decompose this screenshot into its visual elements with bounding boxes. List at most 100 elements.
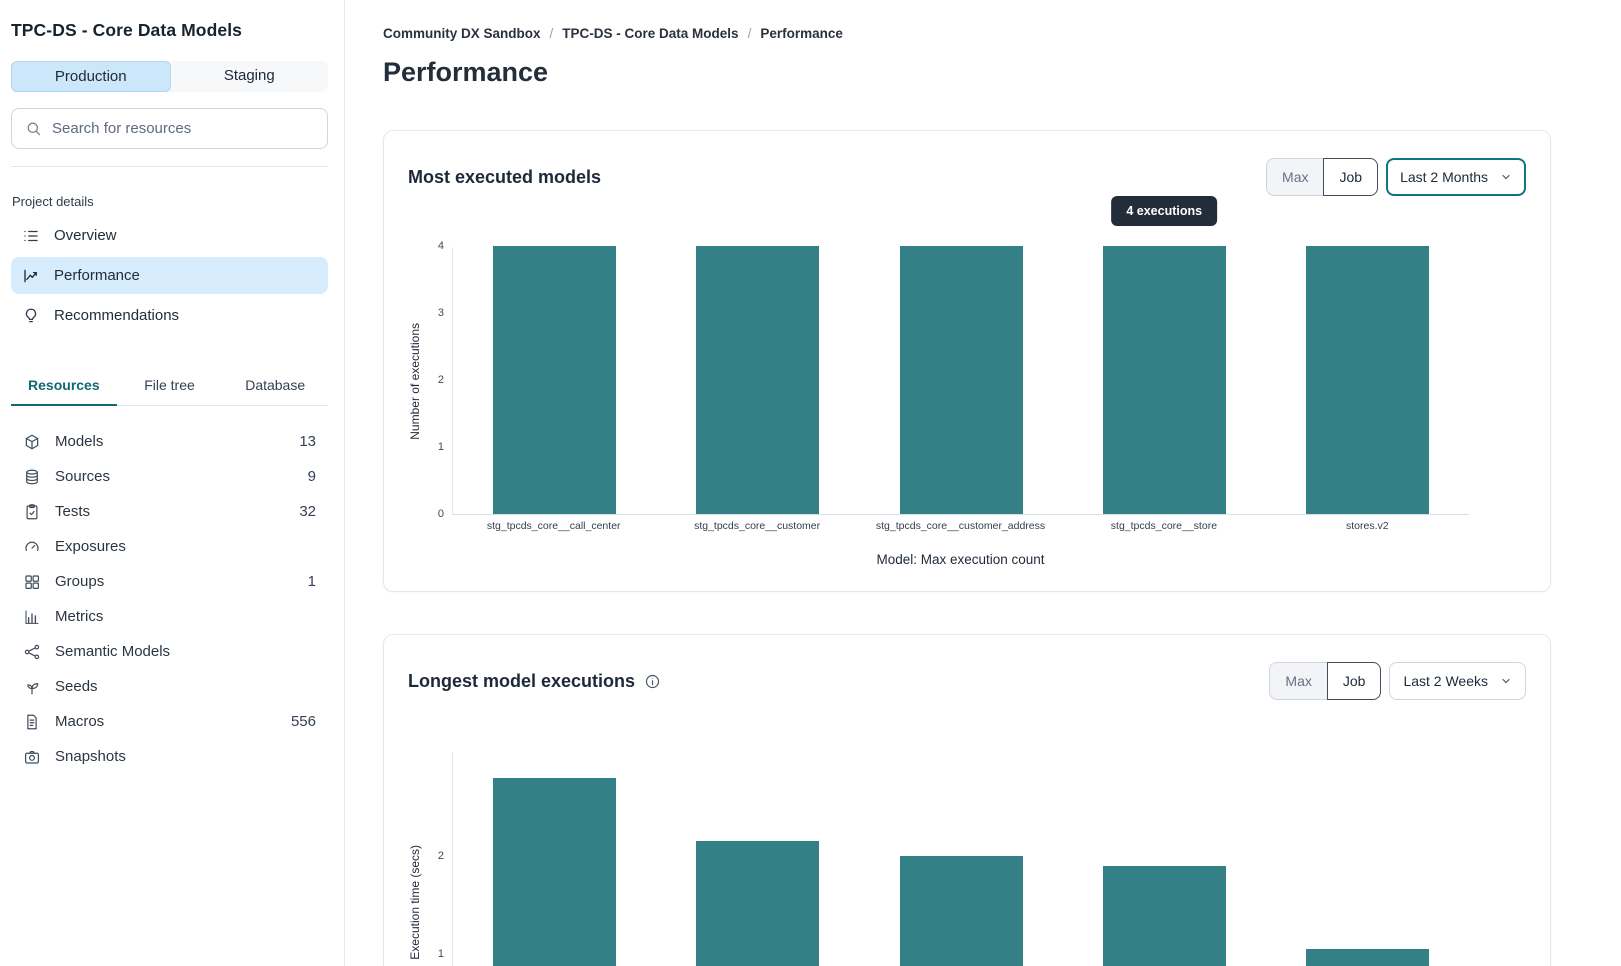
list-icon: [22, 227, 40, 245]
resource-count: 13: [299, 433, 316, 450]
info-icon[interactable]: [644, 673, 661, 690]
bar[interactable]: [899, 246, 1023, 514]
resource-list: Models 13 Sources 9 Tests 32 Exposures G…: [0, 424, 344, 774]
y-tick-label: 1: [437, 948, 444, 960]
resource-label: Metrics: [55, 608, 104, 625]
bar[interactable]: [1305, 949, 1429, 966]
bar-slot: [453, 752, 656, 966]
breadcrumb-account-link[interactable]: Community DX Sandbox: [383, 26, 541, 41]
bar[interactable]: [493, 246, 617, 514]
bar[interactable]: [1305, 246, 1429, 514]
resource-item-seeds[interactable]: Seeds: [11, 669, 328, 704]
cube-icon: [23, 433, 41, 451]
resource-item-exposures[interactable]: Exposures: [11, 529, 328, 564]
aggregate-toggle: Max Job: [1266, 158, 1379, 196]
x-category-label: stg_tpcds_core__customer: [694, 520, 821, 532]
bar[interactable]: [1102, 865, 1226, 966]
max-toggle-button[interactable]: Max: [1266, 158, 1324, 196]
time-range-select[interactable]: Last 2 Weeks: [1389, 662, 1526, 700]
chart-controls: Max Job Last 2 Weeks: [1269, 662, 1526, 700]
time-range-value: Last 2 Months: [1400, 169, 1488, 185]
breadcrumb-separator: /: [747, 26, 752, 41]
breadcrumb-project-link[interactable]: TPC-DS - Core Data Models: [562, 26, 739, 41]
y-axis-label: Execution time (secs): [408, 844, 422, 960]
sidebar-item-performance[interactable]: Performance: [11, 257, 328, 294]
job-toggle-button[interactable]: Job: [1326, 662, 1382, 700]
trend-chart-icon: [22, 267, 40, 285]
resource-item-macros[interactable]: Macros 556: [11, 704, 328, 739]
search-box[interactable]: [11, 108, 328, 149]
time-range-select[interactable]: Last 2 Months: [1386, 158, 1526, 196]
sidebar-item-label: Performance: [54, 267, 140, 284]
y-tick-label: 3: [437, 307, 444, 319]
x-category-label: stores.v2: [1346, 520, 1389, 532]
bar-slot: [859, 246, 1062, 514]
job-toggle-button[interactable]: Job: [1323, 158, 1379, 196]
search-icon: [25, 120, 42, 137]
chevron-down-icon: [1500, 675, 1512, 687]
gauge-icon: [23, 538, 41, 556]
resource-item-semantic-models[interactable]: Semantic Models: [11, 634, 328, 669]
environment-tab-production[interactable]: Production: [11, 61, 171, 92]
bar[interactable]: [493, 777, 617, 966]
breadcrumb-current-page: Performance: [760, 26, 843, 41]
grid-icon: [23, 573, 41, 591]
resource-item-models[interactable]: Models 13: [11, 424, 328, 459]
camera-icon: [23, 748, 41, 766]
resource-label: Seeds: [55, 678, 98, 695]
environment-tab-staging[interactable]: Staging: [223, 67, 275, 84]
sidebar-divider: [11, 166, 328, 167]
x-axis-title: Model: Max execution count: [876, 552, 1045, 567]
max-toggle-button[interactable]: Max: [1269, 662, 1327, 700]
bar-slot: [453, 246, 656, 514]
card-header: Longest model executions Max Job Last 2 …: [408, 659, 1526, 703]
resource-item-metrics[interactable]: Metrics: [11, 599, 328, 634]
y-axis-label: Number of executions: [408, 322, 422, 440]
bar[interactable]: [1102, 246, 1226, 514]
time-range-value: Last 2 Weeks: [1403, 673, 1488, 689]
main-content: Community DX Sandbox / TPC-DS - Core Dat…: [345, 0, 1621, 966]
bar-slot: [656, 752, 859, 966]
card-title: Most executed models: [408, 166, 602, 187]
tab-resources[interactable]: Resources: [11, 368, 117, 406]
resource-item-tests[interactable]: Tests 32: [11, 494, 328, 529]
y-tick-label: 2: [437, 374, 444, 386]
tab-file-tree[interactable]: File tree: [144, 377, 195, 393]
bar-slot: [859, 752, 1062, 966]
chart-tooltip: 4 executions: [1111, 196, 1218, 226]
resource-item-snapshots[interactable]: Snapshots: [11, 739, 328, 774]
resource-count: 1: [307, 573, 316, 590]
resource-label: Exposures: [55, 538, 126, 555]
resource-count: 32: [299, 503, 316, 520]
resource-label: Groups: [55, 573, 105, 590]
x-category-label: stg_tpcds_core__store: [1110, 520, 1218, 532]
sidebar: TPC-DS - Core Data Models Production Sta…: [0, 0, 345, 966]
sidebar-item-overview[interactable]: Overview: [11, 217, 328, 254]
resource-item-groups[interactable]: Groups 1: [11, 564, 328, 599]
y-tick-label: 0: [437, 508, 444, 520]
bar-slot: [1266, 246, 1469, 514]
aggregate-toggle: Max Job: [1269, 662, 1382, 700]
search-input[interactable]: [52, 120, 314, 137]
page-title: Performance: [383, 57, 549, 87]
resource-count: 556: [290, 713, 316, 730]
sidebar-item-recommendations[interactable]: Recommendations: [11, 297, 328, 334]
environment-toggle: Production Staging: [11, 61, 328, 92]
y-tick-label: 2: [437, 850, 444, 862]
x-category-label: stg_tpcds_core__call_center: [486, 520, 621, 532]
bar[interactable]: [696, 246, 820, 514]
resource-item-sources[interactable]: Sources 9: [11, 459, 328, 494]
tab-database[interactable]: Database: [245, 377, 306, 393]
bar[interactable]: [696, 841, 820, 966]
bar[interactable]: [899, 856, 1023, 966]
project-details-label: Project details: [12, 194, 94, 209]
document-icon: [23, 713, 41, 731]
card-header: Most executed models Max Job Last 2 Mont…: [408, 155, 1526, 199]
plot-area: 4 executions 0 1 2 3 4: [438, 196, 1469, 520]
y-tick-label: 1: [437, 441, 444, 453]
clipboard-check-icon: [23, 503, 41, 521]
bar-slot: [1063, 752, 1266, 966]
